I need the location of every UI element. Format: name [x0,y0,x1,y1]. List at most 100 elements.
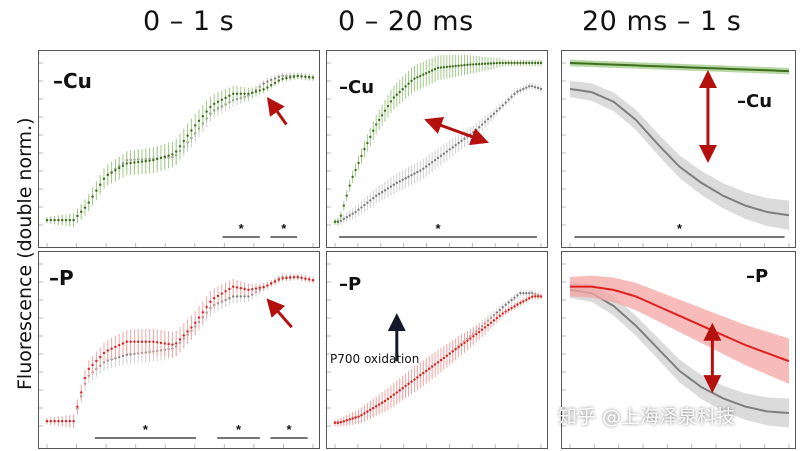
data-point [401,387,404,390]
data-point [513,305,516,308]
data-point [175,150,178,153]
data-point [454,348,457,351]
series-line [569,62,790,73]
data-point [445,150,449,153]
significance-star: * [435,221,441,236]
data-point [213,102,216,106]
data-point [300,276,303,280]
data-point [156,157,159,161]
data-point [159,341,163,345]
panel-cu-slow: * –Cu [561,50,796,248]
data-point [95,359,98,363]
column-title-fast: 0 – 20 ms [338,6,474,37]
data-point [49,218,52,222]
data-point [45,419,49,423]
data-point [83,376,87,380]
data-point [133,161,136,164]
data-point [448,65,451,68]
data-point [64,218,68,222]
data-point [369,135,372,139]
data-point [398,180,401,183]
tick-marks [327,62,542,247]
data-point [457,141,460,145]
data-point [277,278,280,281]
data-point [273,280,277,283]
data-point [528,291,531,295]
difference-arrow [266,298,293,329]
column-title-slow: 20 ms – 1 s [582,6,742,37]
significance-star: * [236,422,242,437]
data-point [486,62,490,65]
data-point [102,177,106,180]
data-point [171,343,174,346]
data-point [436,361,440,364]
data-point [392,96,396,99]
data-point [339,421,343,424]
data-point [401,87,404,91]
data-point [273,81,277,85]
data-point [398,90,401,94]
data-point [486,117,490,121]
data-point [492,62,496,65]
data-point [507,308,510,312]
data-point [251,288,254,291]
data-point [507,301,510,304]
data-point [451,65,454,68]
data-point [516,303,519,306]
data-point [463,63,466,67]
data-point [148,340,151,343]
data-point [87,201,90,204]
data-point [53,218,56,222]
data-point [525,291,528,295]
data-point [383,399,387,403]
data-point [228,94,231,98]
data-point [395,391,398,394]
data-point [167,154,170,157]
data-point [201,115,204,118]
data-point [228,296,231,300]
data-point [419,74,422,78]
data-point [232,285,235,288]
y-axis-label: Fluorescence (double norm.) [14,117,36,390]
tick-marks [562,263,790,448]
data-point [360,154,363,158]
data-point [389,100,393,103]
data-point [300,75,303,78]
data-point [516,90,519,93]
data-point [539,61,543,65]
data-point [80,210,83,214]
data-point [539,295,543,298]
data-point [201,311,204,314]
data-point [277,75,280,79]
data-point [530,84,534,88]
data-point [478,126,481,129]
watermark: 知乎 @上海泽泉科技 [558,406,736,428]
data-point [507,61,510,65]
data-point [363,412,366,415]
chart-cu-slow: * [562,59,790,247]
data-point [72,218,75,222]
data-point [522,291,525,295]
data-point [430,365,434,368]
tick-marks [39,263,314,448]
data-point [504,310,507,313]
data-point [354,210,357,214]
data-point [339,214,343,217]
data-point [351,212,354,215]
data-point [333,421,337,424]
data-point [125,162,128,165]
data-point [348,418,351,421]
data-point [463,137,466,140]
series-band [570,80,789,230]
data-point [292,75,296,78]
data-point [445,354,449,357]
data-point [118,344,121,347]
data-point [285,276,288,280]
data-point [436,156,440,160]
data-point [140,160,144,163]
data-point [99,355,102,359]
data-point [495,316,499,320]
data-point [492,319,496,322]
data-point [83,206,87,209]
data-point [466,339,469,342]
